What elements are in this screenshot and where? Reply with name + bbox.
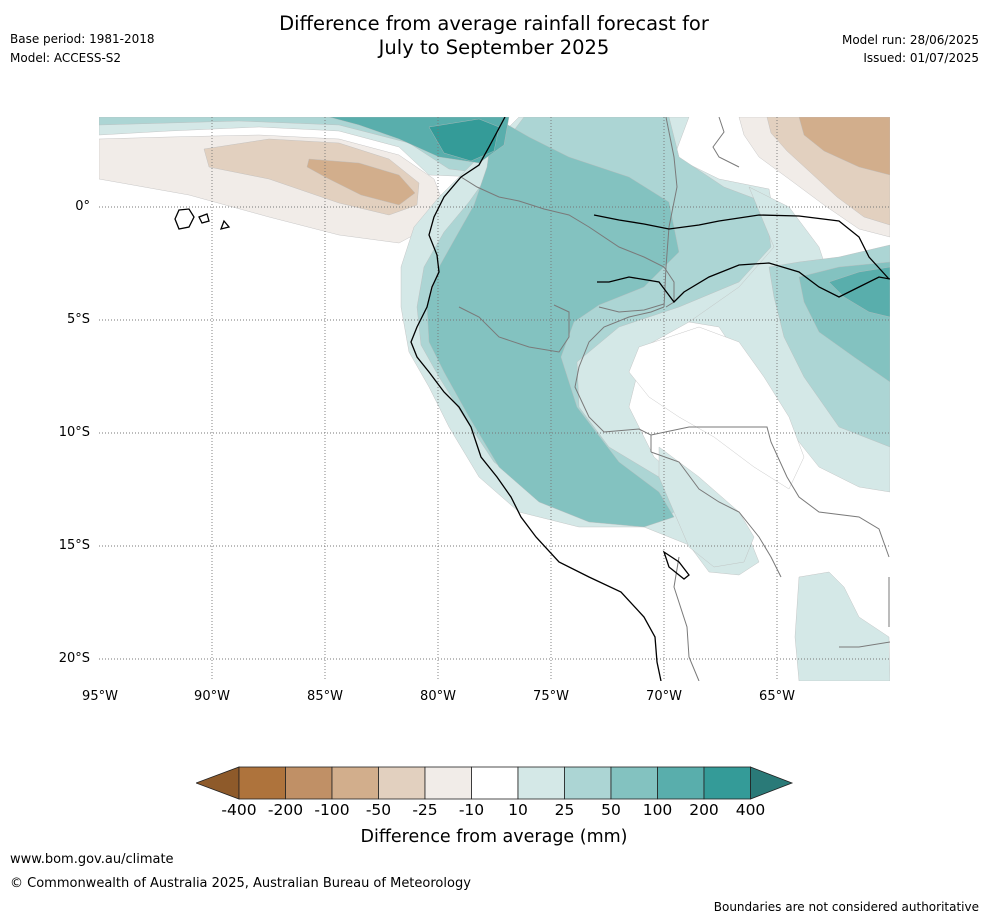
region-neg50-ocean xyxy=(306,158,416,206)
colorbar-swatch-neg10 xyxy=(424,766,472,800)
colorbar-tick-neg400: -400 xyxy=(221,801,257,819)
colorbar-swatch-pos25 xyxy=(564,766,612,800)
colorbar-label: Difference from average (mm) xyxy=(360,827,628,847)
colorbar-swatch-pos10 xyxy=(517,766,565,800)
lon-label-75w: 75°W xyxy=(533,689,569,704)
region-pos10-bolivia xyxy=(658,446,755,568)
colorbar-tick-neg10: -10 xyxy=(458,801,485,819)
colorbar-tick-pos200: 200 xyxy=(689,801,719,819)
colorbar-swatch-neutral xyxy=(471,766,519,800)
colorbar-tick-neg100: -100 xyxy=(314,801,350,819)
colorbar-tick-pos50: 50 xyxy=(601,801,621,819)
lat-label-20s: 20°S xyxy=(58,651,90,666)
country-borders xyxy=(458,117,890,681)
page-title: Difference from average rainfall forecas… xyxy=(0,12,988,60)
colorbar-tick-pos400: 400 xyxy=(735,801,766,819)
lon-label-70w: 70°W xyxy=(646,689,682,704)
copyright-notice: © Commonwealth of Australia 2025, Austra… xyxy=(10,876,471,891)
colorbar-tick-pos25: 25 xyxy=(554,801,575,819)
colorbar-tick-neg50: -50 xyxy=(365,801,392,819)
colorbar-swatch-neg25 xyxy=(378,766,426,800)
lon-label-95w: 95°W xyxy=(82,689,118,704)
lon-label-90w: 90°W xyxy=(194,689,230,704)
lon-label-85w: 85°W xyxy=(307,689,343,704)
colorbar-swatch-pos50 xyxy=(610,766,658,800)
lat-label-10s: 10°S xyxy=(58,425,90,440)
model-name: Model: ACCESS-S2 xyxy=(10,51,122,65)
colorbar-tick-pos10: 10 xyxy=(508,801,528,819)
title-line-1: Difference from average rainfall forecas… xyxy=(279,12,709,35)
region-pos10-southeast xyxy=(794,571,890,681)
rainfall-map xyxy=(99,117,890,681)
lat-label-15s: 15°S xyxy=(58,538,90,553)
colorbar-swatch-pos200 xyxy=(703,766,751,800)
region-neutral-interior xyxy=(628,326,805,490)
colorbar-swatch-neg100 xyxy=(285,766,333,800)
lat-label-5s: 5°S xyxy=(66,312,90,327)
region-neg50-ne xyxy=(798,117,890,176)
colorbar xyxy=(196,766,794,800)
lon-label-80w: 80°W xyxy=(420,689,456,704)
colorbar-swatch-neg400 xyxy=(196,766,240,800)
model-run: Model run: 28/06/2025 xyxy=(841,33,979,47)
colorbar-tick-neg200: -200 xyxy=(267,801,304,819)
issued-date: Issued: 01/07/2025 xyxy=(863,51,979,65)
boundaries-disclaimer: Boundaries are not considered authoritat… xyxy=(713,900,979,914)
colorbar-swatch-pos100 xyxy=(657,766,705,800)
rainfall-anomaly-fields xyxy=(99,117,890,681)
colorbar-tick-neg25: -25 xyxy=(412,801,438,819)
map-gridlines xyxy=(99,117,890,681)
lat-label-0: 0° xyxy=(75,199,90,214)
title-line-2: July to September 2025 xyxy=(378,36,610,59)
region-pos200-north xyxy=(428,118,500,162)
coastline xyxy=(174,117,890,681)
colorbar-tick-pos100: 100 xyxy=(642,801,673,819)
colorbar-swatch-pos400 xyxy=(750,766,794,800)
lon-label-65w: 65°W xyxy=(759,689,795,704)
base-period: Base period: 1981-2018 xyxy=(10,32,155,46)
colorbar-swatch-neg200 xyxy=(238,766,286,800)
bom-url-link[interactable]: www.bom.gov.au/climate xyxy=(10,852,174,867)
colorbar-swatch-neg50 xyxy=(331,766,379,800)
